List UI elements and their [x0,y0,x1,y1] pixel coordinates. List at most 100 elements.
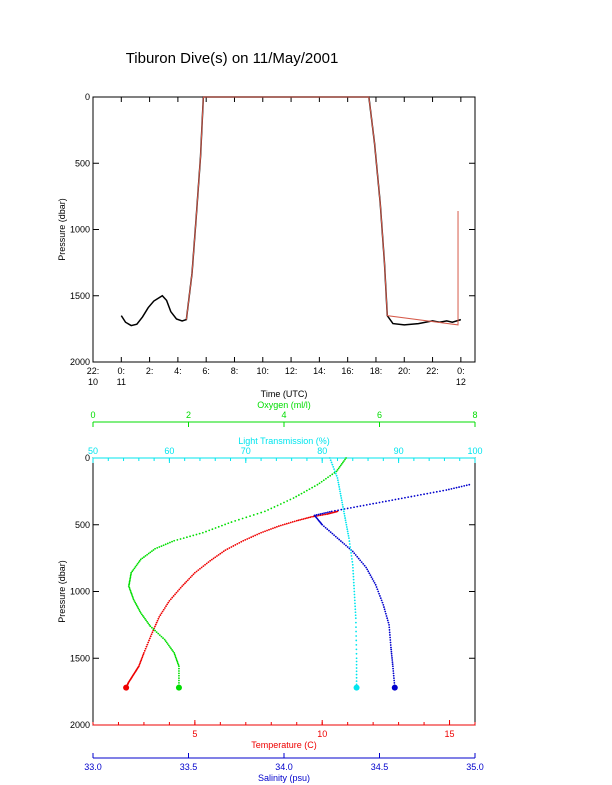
oxygen-point [316,483,319,486]
dive-track-smoothed-line [185,96,459,326]
oxygen-point [154,547,156,550]
salinity-point [378,501,381,504]
salinity-point [394,498,397,501]
salinity-point [346,546,349,548]
oxygen-point [241,517,244,520]
oxygen-point [344,458,346,461]
time-tick-label: 0: [118,366,126,376]
light-point [355,670,358,673]
oxygen-point [149,625,152,628]
light-point [353,584,355,587]
temperature-point [165,605,167,608]
salinity-point [416,494,419,497]
temperature-point [204,563,206,566]
oxygen-tick-label: 2 [186,410,191,420]
temperature-tick-label: 5 [192,729,197,739]
light-point [355,648,358,651]
time-tick-label: 10: [257,366,270,376]
oxygen-point [230,521,233,523]
salinity-bottom-cluster [391,684,398,691]
salinity-point [386,617,389,620]
time-tick-label: 2: [146,366,154,376]
light-point [330,461,333,464]
salinity-point [319,513,322,515]
temperature-point [148,637,151,640]
salinity-point [391,661,394,664]
light-point [342,506,344,508]
salinity-point [450,487,453,490]
time-tick-label: 0: [457,366,465,376]
temperature-point [260,531,262,534]
salinity-point [340,508,343,511]
oxygen-point [270,507,273,510]
salinity-point [356,555,359,558]
oxygen-point [303,491,306,494]
oxygen-point [130,591,132,593]
oxygen-point [325,477,327,480]
temperature-point [212,557,215,560]
oxygen-point [162,544,165,547]
oxygen-bottom-cluster [175,684,182,691]
salinity-point [333,534,335,537]
oxygen-point [169,541,171,544]
salinity-point [391,663,394,666]
salinity-point [365,566,368,569]
oxygen-point [165,641,168,644]
temperature-point [150,633,153,636]
light-point [355,667,358,669]
oxygen-point [335,470,338,473]
light-point [355,663,358,666]
salinity-point [393,681,396,684]
light-point [352,569,354,572]
oxygen-point [131,595,134,598]
oxygen-point [128,586,131,589]
salinity-point [351,550,354,553]
oxygen-point [283,501,285,504]
temperature-point [189,576,192,579]
time-tick-label: 16: [341,366,354,376]
light-point [355,626,357,628]
salinity-point [353,506,355,509]
salinity-point [375,502,378,504]
oxygen-tick-label: 4 [281,410,286,420]
light-point [354,611,357,614]
temperature-point [192,573,195,576]
temperature-point [149,635,152,638]
light-point [353,596,356,599]
temperature-point [272,527,274,530]
temperature-point [174,593,176,596]
time-tick-date-label: 11 [117,377,126,387]
pressure-axis-ticks: 0 500 1000 1500 2000 [70,92,475,367]
profile-plot-frame [92,457,476,726]
oxygen-point [138,608,141,611]
oxygen-point [160,545,163,548]
temperature-point [145,645,148,648]
temperature-point [181,585,184,588]
temperature-point [278,525,280,527]
light-profile [328,457,360,691]
oxygen-point [173,653,176,656]
oxygen-point [221,524,223,527]
time-tick-date-label: 10 [88,377,98,387]
salinity-point [345,544,347,547]
oxygen-point [132,597,134,599]
light-point [355,676,358,679]
light-point [345,526,348,528]
dive-track-panel: 22:100:112: 4: 6: 8: 10: 12: 14: 16: 18: 20: 22: 0:… [57,92,476,399]
oxygen-point [131,570,134,573]
salinity-point [349,506,352,509]
salinity-point [388,626,391,629]
oxygen-point [130,573,132,576]
oxygen-point [186,536,188,539]
salinity-point [381,501,384,503]
temperature-point [199,567,201,570]
oxygen-point [136,563,139,565]
light-point [345,521,347,524]
light-point [338,488,341,491]
salinity-tick-label: 34.5 [371,762,389,772]
light-tick-label: 50 [88,446,98,456]
oxygen-point [289,498,292,501]
salinity-point [334,535,337,538]
light-point [336,477,339,479]
oxygen-point [167,644,170,647]
